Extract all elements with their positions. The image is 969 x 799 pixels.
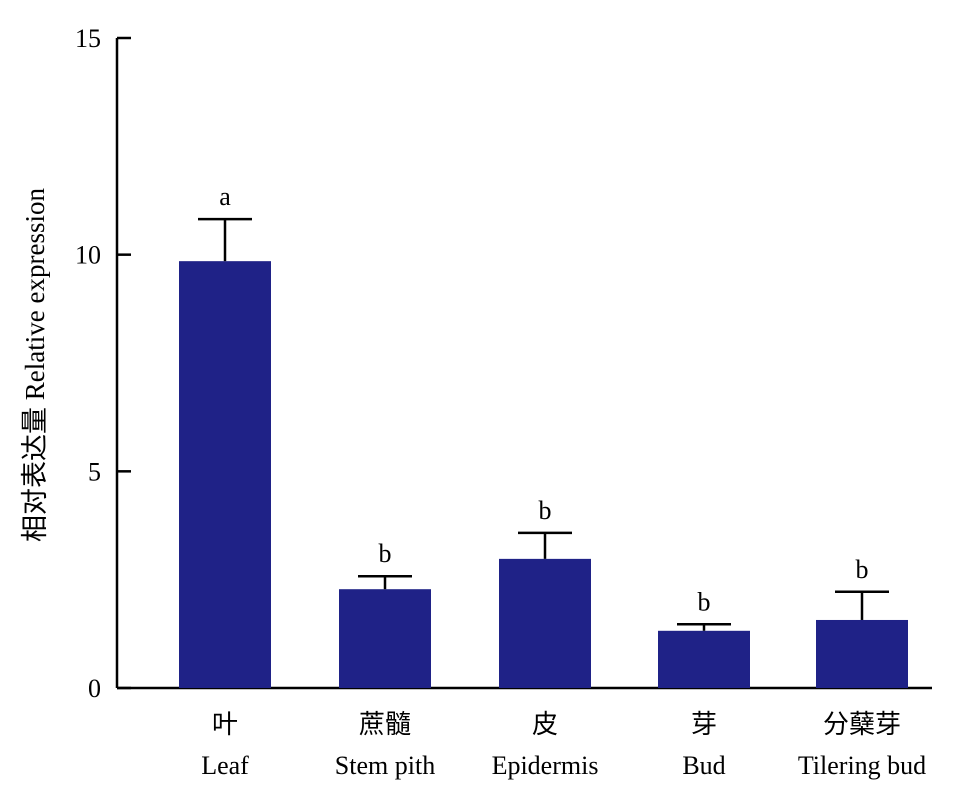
bar <box>339 589 431 688</box>
y-axis: 0 5 10 15 <box>75 24 131 703</box>
bars: a b b b b <box>179 182 908 688</box>
significance-label: b <box>379 539 392 568</box>
category-label-en: Epidermis <box>492 751 599 780</box>
significance-label: a <box>219 182 231 211</box>
category-label-en: Leaf <box>201 751 249 780</box>
y-tick-label: 5 <box>88 457 101 486</box>
bar <box>179 261 271 688</box>
category-label-zh: 分蘖芽 <box>823 710 901 739</box>
category-label-en: Stem pith <box>335 751 435 780</box>
significance-label: b <box>856 555 869 584</box>
category-label-zh: 叶 <box>212 710 238 739</box>
significance-label: b <box>698 587 711 616</box>
bar <box>499 558 591 688</box>
y-tick-label: 10 <box>75 241 101 270</box>
category-label-zh: 蔗髓 <box>359 710 411 739</box>
category-label-zh: 皮 <box>532 710 558 739</box>
bar <box>658 630 750 688</box>
significance-label: b <box>539 496 552 525</box>
category-label-zh: 芽 <box>691 710 717 739</box>
y-axis-title: 相对表达量 Relative expression <box>20 188 50 542</box>
category-labels: 叶 Leaf 蔗髓 Stem pith 皮 Epidermis 芽 Bud 分蘖芽 Tilerin… <box>201 710 926 780</box>
y-tick-label: 15 <box>75 24 101 53</box>
y-tick-label: 0 <box>88 674 101 703</box>
category-label-en: Bud <box>682 751 725 780</box>
bar <box>816 619 908 688</box>
category-label-en: Tilering bud <box>798 751 926 780</box>
